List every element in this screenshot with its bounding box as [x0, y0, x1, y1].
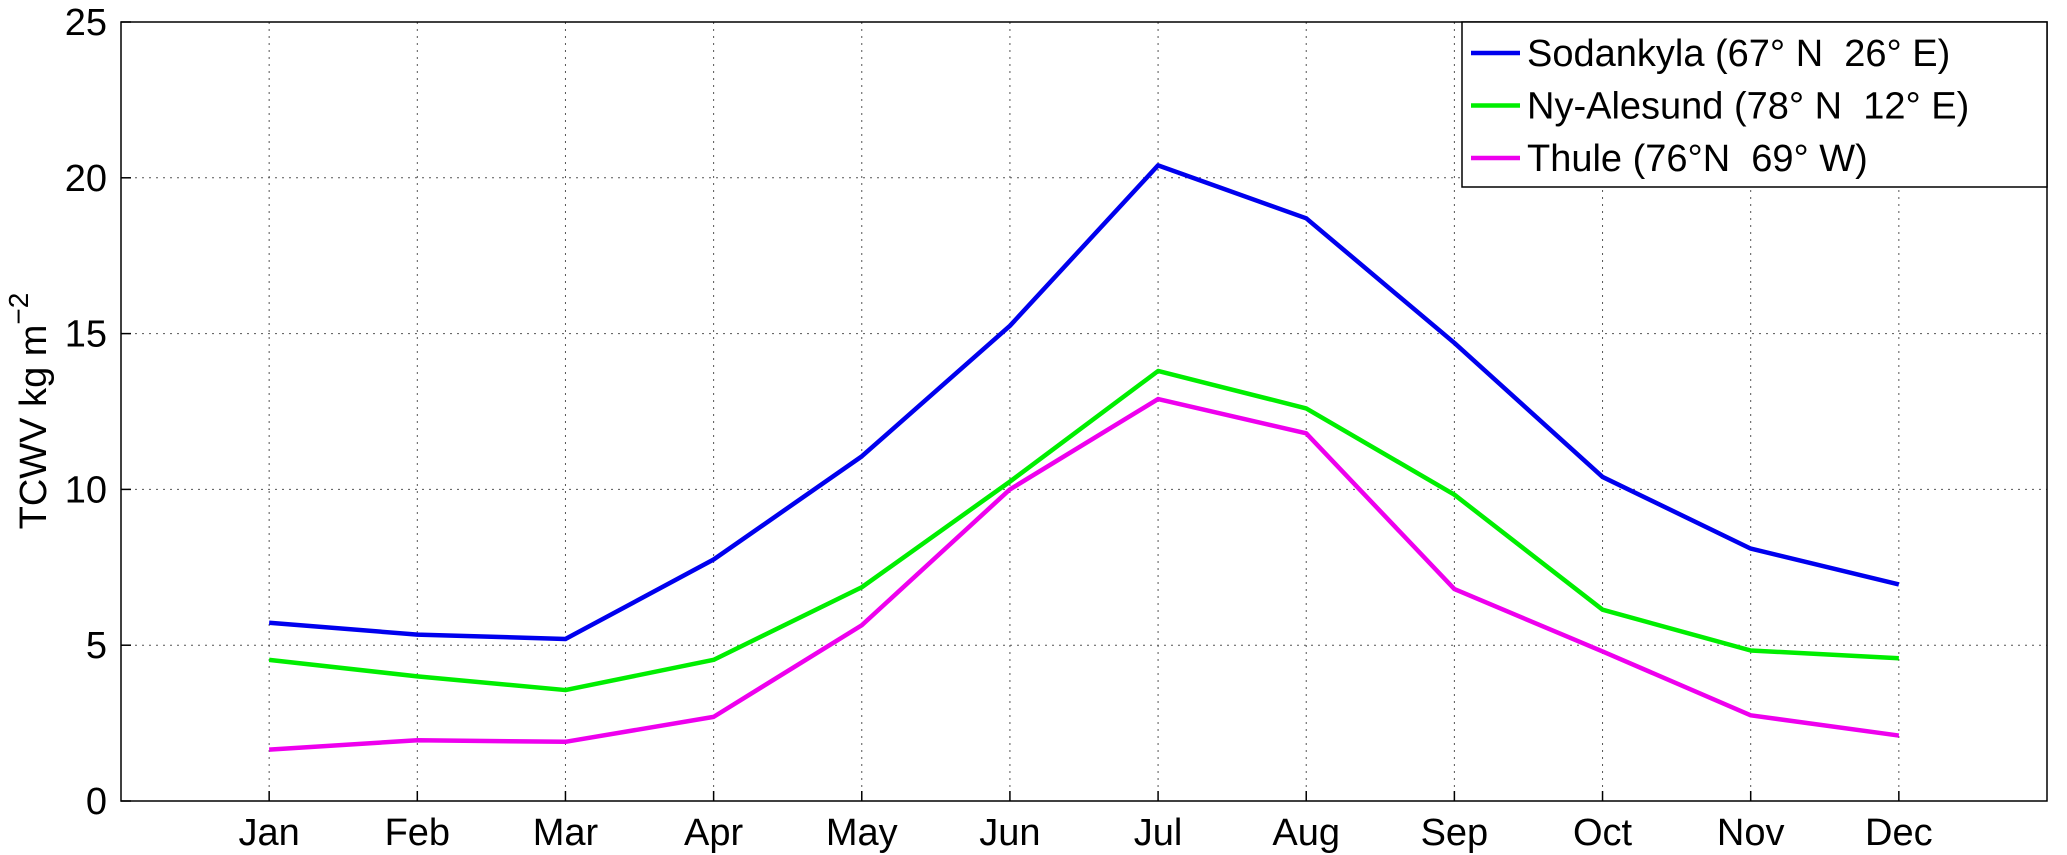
- legend-label: Thule (76°N 69° W): [1527, 138, 1868, 180]
- y-label-exponent: −2: [3, 293, 34, 325]
- y-tick-label: 20: [65, 158, 107, 200]
- x-tick-label: May: [826, 812, 898, 854]
- y-tick-label: 0: [86, 781, 107, 823]
- x-tick-label: Jan: [239, 812, 300, 854]
- x-tick-label: Jul: [1134, 812, 1183, 854]
- plot-frame: [120, 21, 2048, 802]
- x-tick-label: Dec: [1865, 812, 1933, 854]
- y-tick-label: 15: [65, 314, 107, 356]
- x-tick-label: Oct: [1573, 812, 1633, 854]
- y-tick-label: 10: [65, 469, 107, 511]
- y-label-text: TCWV kg m: [13, 325, 55, 530]
- x-tick-label: Mar: [533, 812, 599, 854]
- legend-label: Sodankyla (67° N 26° E): [1527, 33, 1950, 75]
- y-tick-label: 25: [65, 2, 107, 44]
- y-tick-label: 5: [86, 625, 107, 667]
- x-tick-label: Jun: [979, 812, 1040, 854]
- x-tick-label: Sep: [1421, 812, 1489, 854]
- x-tick-label: Aug: [1272, 812, 1340, 854]
- x-tick-label: Nov: [1717, 812, 1785, 854]
- x-tick-label: Apr: [684, 812, 743, 854]
- x-tick-label: Feb: [385, 812, 450, 854]
- legend-label: Ny-Alesund (78° N 12° E): [1527, 86, 1969, 128]
- legend-box: [1461, 21, 2048, 188]
- series-line: [269, 396, 1900, 752]
- series-line: [268, 163, 1900, 642]
- y-axis-label: TCWV kg m−2: [3, 293, 55, 530]
- series-line: [268, 368, 1899, 693]
